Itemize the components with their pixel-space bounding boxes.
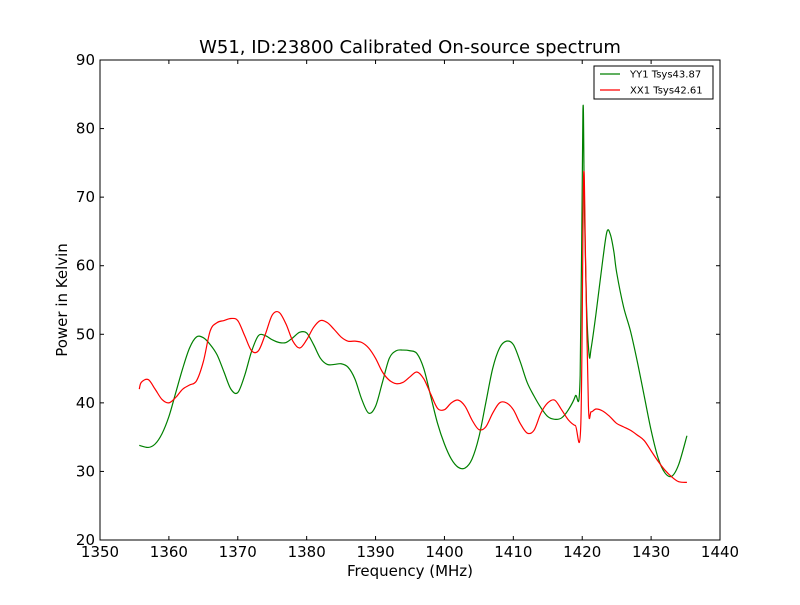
x-tick-label-7: 1420 — [563, 543, 601, 561]
x-tick-label-1: 1360 — [150, 543, 188, 561]
y-tick-label-6: 80 — [76, 120, 95, 138]
y-tick-label-3: 50 — [76, 325, 95, 343]
x-tick-label-5: 1400 — [425, 543, 463, 561]
x-tick-label-4: 1390 — [356, 543, 394, 561]
chart-title: W51, ID:23800 Calibrated On-source spect… — [199, 37, 621, 58]
x-tick-label-0: 1350 — [81, 543, 119, 561]
y-tick-label-0: 20 — [76, 531, 95, 549]
y-tick-label-2: 40 — [76, 394, 95, 412]
y-tick-label-4: 60 — [76, 257, 95, 275]
x-tick-label-6: 1410 — [494, 543, 532, 561]
x-tick-label-8: 1430 — [632, 543, 670, 561]
y-tick-label-7: 90 — [76, 51, 95, 69]
plot-frame — [99, 59, 721, 541]
x-tick-label-2: 1370 — [219, 543, 257, 561]
series-line-1 — [138, 170, 687, 483]
x-axis-label: Frequency (MHz) — [347, 562, 473, 580]
series-line-0 — [139, 104, 688, 478]
legend-label-0: YY1 Tsys43.87 — [629, 70, 701, 81]
legend: YY1 Tsys43.87 XX1 Tsys42.61 — [593, 65, 714, 100]
x-tick-label-3: 1380 — [288, 543, 326, 561]
y-tick-label-5: 70 — [76, 188, 95, 206]
y-tick-label-1: 30 — [76, 462, 95, 480]
legend-box — [593, 65, 714, 100]
plot-area — [100, 60, 720, 540]
x-tick-label-9: 1440 — [701, 543, 739, 561]
legend-label-1: XX1 Tsys42.61 — [630, 86, 703, 97]
y-axis-label: Power in Kelvin — [53, 243, 71, 357]
